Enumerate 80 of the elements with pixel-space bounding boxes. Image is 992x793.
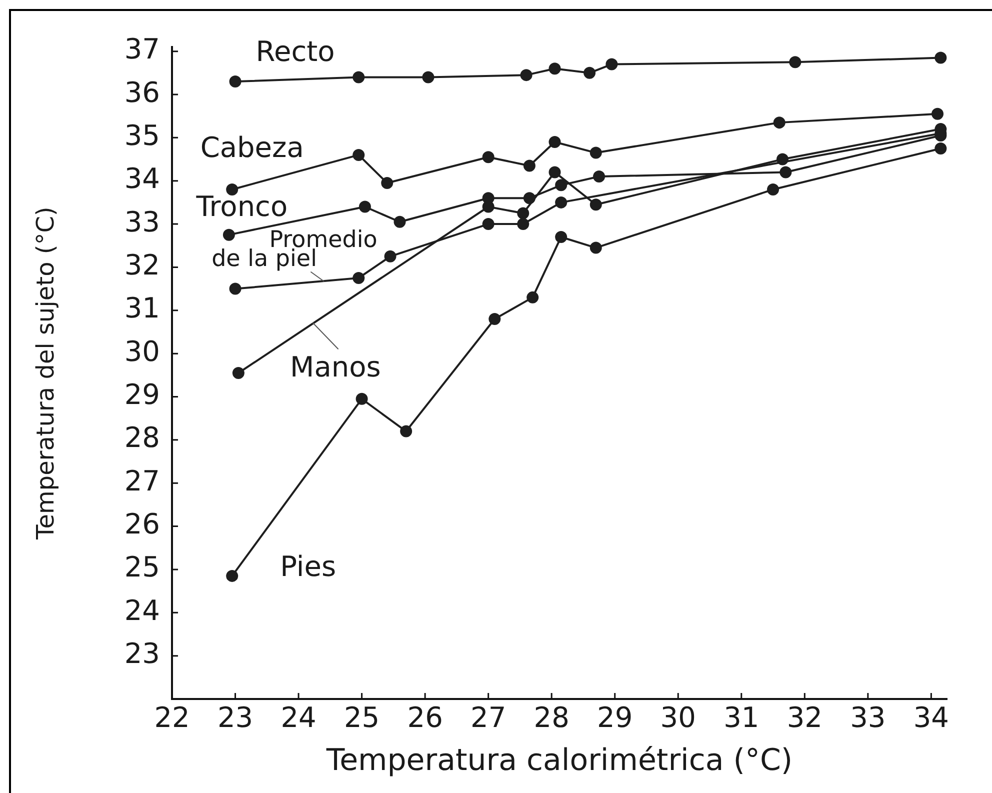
series-label: Pies xyxy=(280,550,336,584)
point xyxy=(934,142,947,154)
y-tick-label: 28 xyxy=(124,421,160,454)
point xyxy=(356,392,368,405)
point xyxy=(590,242,602,254)
point xyxy=(517,207,530,220)
x-axis-title: Temperatura calorimétrica (°C) xyxy=(325,742,793,778)
point xyxy=(488,313,501,326)
point xyxy=(352,272,365,284)
point xyxy=(352,71,365,84)
x-tick-label: 24 xyxy=(280,701,316,734)
point xyxy=(555,196,568,208)
point xyxy=(789,56,802,68)
point xyxy=(482,218,494,230)
y-tick-label: 31 xyxy=(124,292,160,325)
point xyxy=(555,179,568,192)
y-tick-label: 26 xyxy=(124,508,160,541)
point xyxy=(384,250,396,262)
point xyxy=(590,198,602,211)
x-tick-label: 32 xyxy=(786,701,822,734)
point xyxy=(548,62,561,75)
y-tick-label: 23 xyxy=(124,637,160,670)
point xyxy=(593,170,606,183)
series-label: Tronco xyxy=(195,190,288,224)
point xyxy=(934,52,947,64)
y-tick-label: 27 xyxy=(124,464,160,498)
point xyxy=(232,367,244,379)
y-tick-label: 30 xyxy=(124,334,160,368)
y-tick-label: 29 xyxy=(124,378,160,412)
point xyxy=(381,177,394,190)
point xyxy=(226,183,238,196)
point xyxy=(523,160,536,172)
x-tick-label: 33 xyxy=(850,701,886,734)
y-tick-label: 32 xyxy=(124,248,160,282)
point xyxy=(780,166,792,178)
y-axis-title: Temperatura del sujeto (°C) xyxy=(32,206,60,540)
y-tick-label: 25 xyxy=(124,550,160,584)
point xyxy=(590,146,602,159)
point xyxy=(767,183,780,196)
point xyxy=(358,200,371,213)
point xyxy=(394,216,406,228)
point xyxy=(400,425,412,438)
y-tick-label: 34 xyxy=(124,162,160,196)
point xyxy=(548,166,561,178)
point xyxy=(606,58,618,70)
point xyxy=(526,291,539,304)
x-tick-label: 28 xyxy=(534,701,570,734)
point xyxy=(555,230,568,243)
point xyxy=(517,218,530,230)
point xyxy=(422,71,434,84)
x-tick-label: 29 xyxy=(597,701,633,734)
x-tick-label: 27 xyxy=(470,701,506,734)
x-tick-label: 30 xyxy=(660,701,696,734)
point xyxy=(352,148,365,161)
point xyxy=(773,116,786,129)
y-tick-label: 24 xyxy=(124,594,160,627)
point xyxy=(523,192,536,204)
series-label: Promedio de la piel xyxy=(212,226,378,272)
x-tick-label: 25 xyxy=(344,701,380,734)
y-tick-label: 33 xyxy=(124,205,160,238)
point xyxy=(548,136,561,148)
point xyxy=(226,570,238,582)
y-tick-label: 35 xyxy=(124,118,160,152)
x-tick-label: 22 xyxy=(154,701,190,734)
point xyxy=(482,151,494,164)
y-tick-label: 37 xyxy=(124,32,160,66)
y-tick-label: 36 xyxy=(124,76,160,109)
series-label: Manos xyxy=(290,350,381,384)
x-tick-label: 23 xyxy=(217,701,254,734)
x-tick-label: 31 xyxy=(724,701,760,734)
point xyxy=(584,66,596,79)
x-tick-label: 34 xyxy=(913,701,950,734)
series-label: Recto xyxy=(256,34,335,68)
series-label: Cabeza xyxy=(200,130,304,164)
x-tick-label: 26 xyxy=(407,701,443,734)
point xyxy=(520,69,532,82)
point xyxy=(229,282,242,295)
point xyxy=(932,108,944,120)
point xyxy=(229,76,242,88)
point xyxy=(222,228,235,241)
